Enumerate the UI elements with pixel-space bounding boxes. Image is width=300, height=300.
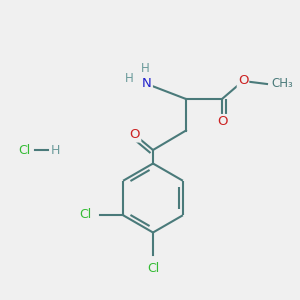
Text: H: H [51,143,60,157]
Text: O: O [238,74,248,88]
Text: Cl: Cl [147,262,159,275]
Text: O: O [217,115,227,128]
Text: Cl: Cl [80,208,92,221]
Text: H: H [141,62,150,75]
Text: H: H [124,71,134,85]
Text: Cl: Cl [19,143,31,157]
Text: CH₃: CH₃ [272,76,293,90]
Text: O: O [130,128,140,142]
Text: N: N [142,77,152,90]
